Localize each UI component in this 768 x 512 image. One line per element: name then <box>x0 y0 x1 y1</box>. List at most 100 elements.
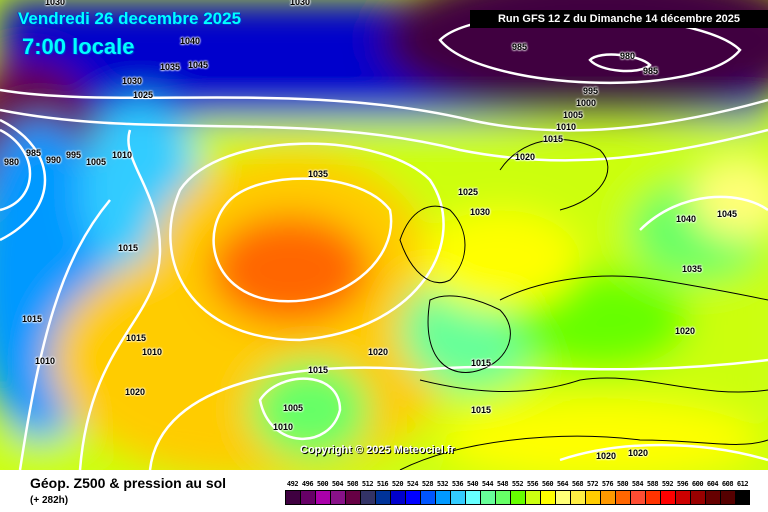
legend-value: 500 <box>316 480 329 488</box>
legend-color <box>630 490 645 505</box>
isobar-label: 995 <box>583 86 599 96</box>
isobar-label: 995 <box>66 150 82 160</box>
isobar-label: 985 <box>26 148 42 158</box>
isobar-label: 1040 <box>180 36 201 46</box>
isobar-label: 1020 <box>628 448 649 458</box>
isobar-label: 1015 <box>308 365 329 375</box>
legend-swatch: 524 <box>405 480 420 505</box>
isobar-label: 1010 <box>556 122 577 132</box>
legend-value: 552 <box>511 480 524 488</box>
legend-value: 564 <box>556 480 569 488</box>
isobar-label: 1035 <box>160 62 181 72</box>
legend-value: 532 <box>436 480 449 488</box>
legend-value: 572 <box>586 480 599 488</box>
isobar-label: 1020 <box>515 152 536 162</box>
legend-color <box>570 490 585 505</box>
legend-swatch: 552 <box>510 480 525 505</box>
legend-value: 588 <box>646 480 659 488</box>
legend-value: 580 <box>616 480 629 488</box>
legend-color <box>285 490 300 505</box>
legend-color <box>720 490 735 505</box>
legend-color <box>660 490 675 505</box>
isobar-label: 1020 <box>125 387 146 397</box>
legend-value: 516 <box>376 480 389 488</box>
legend-color <box>315 490 330 505</box>
isobar-label: 1000 <box>576 98 597 108</box>
legend-value: 556 <box>526 480 539 488</box>
footer: Géop. Z500 & pression au sol (+ 282h) 49… <box>0 470 768 512</box>
legend-swatch: 592 <box>660 480 675 505</box>
isobar-label: 1025 <box>458 187 479 197</box>
legend-color <box>435 490 450 505</box>
legend-value: 596 <box>676 480 689 488</box>
isobar-label: 985 <box>512 42 528 52</box>
legend-swatch: 528 <box>420 480 435 505</box>
legend-value: 612 <box>736 480 749 488</box>
legend-swatch: 568 <box>570 480 585 505</box>
lead-time: (+ 282h) <box>30 495 69 506</box>
coastlines <box>399 139 768 470</box>
isobar-label: 1045 <box>188 60 209 70</box>
legend-color <box>585 490 600 505</box>
isobar-label: 1040 <box>676 214 697 224</box>
isobar-label: 1030 <box>45 0 66 7</box>
isobar-label: 1005 <box>283 403 304 413</box>
legend-color <box>645 490 660 505</box>
legend-color <box>690 490 705 505</box>
legend-color <box>600 490 615 505</box>
isobar-label: 1010 <box>142 347 163 357</box>
legend-swatch: 572 <box>585 480 600 505</box>
legend-value: 524 <box>406 480 419 488</box>
isobar-label: 1020 <box>675 326 696 336</box>
forecast-time: 7:00 locale <box>22 34 135 59</box>
legend-swatch: 584 <box>630 480 645 505</box>
isobar-label: 1015 <box>126 333 147 343</box>
legend-color <box>540 490 555 505</box>
isobar-label: 1010 <box>273 422 294 432</box>
legend-value: 608 <box>721 480 734 488</box>
legend-swatch: 500 <box>315 480 330 505</box>
isobar-label: 1015 <box>118 243 139 253</box>
isobar-label: 1010 <box>35 356 56 366</box>
legend-swatch: 612 <box>735 480 750 505</box>
legend-swatch: 608 <box>720 480 735 505</box>
isobar-label: 980 <box>620 51 636 61</box>
forecast-date: Vendredi 26 decembre 2025 <box>18 9 242 28</box>
legend-color <box>450 490 465 505</box>
legend-swatch: 596 <box>675 480 690 505</box>
legend-color <box>495 490 510 505</box>
legend-value: 576 <box>601 480 614 488</box>
legend-color <box>345 490 360 505</box>
legend-swatch: 560 <box>540 480 555 505</box>
isobar-label: 1020 <box>368 347 389 357</box>
legend-value: 584 <box>631 480 644 488</box>
legend-swatch: 512 <box>360 480 375 505</box>
isobar-label: 1005 <box>86 157 107 167</box>
isobar-label: 1015 <box>22 314 43 324</box>
legend-swatch: 548 <box>495 480 510 505</box>
legend-color <box>300 490 315 505</box>
legend-value: 528 <box>421 480 434 488</box>
legend-swatch: 604 <box>705 480 720 505</box>
isobar-label: 1030 <box>470 207 491 217</box>
legend-value: 504 <box>331 480 344 488</box>
legend-color <box>375 490 390 505</box>
isobar-label: 985 <box>643 66 659 76</box>
legend-color <box>465 490 480 505</box>
isobar-label: 1025 <box>133 90 154 100</box>
legend-color <box>510 490 525 505</box>
map-title: Géop. Z500 & pression au sol <box>30 475 227 491</box>
legend-swatch: 508 <box>345 480 360 505</box>
legend-color <box>615 490 630 505</box>
legend-color <box>735 490 750 505</box>
legend-value: 492 <box>286 480 299 488</box>
isobar-label: 1015 <box>471 405 492 415</box>
legend-swatch: 580 <box>615 480 630 505</box>
isobar-label: 1030 <box>122 76 143 86</box>
legend-color <box>525 490 540 505</box>
isobar-label: 1045 <box>717 209 738 219</box>
legend-color <box>390 490 405 505</box>
legend-value: 604 <box>706 480 719 488</box>
legend-color <box>705 490 720 505</box>
isobar-label: 1030 <box>290 0 311 7</box>
